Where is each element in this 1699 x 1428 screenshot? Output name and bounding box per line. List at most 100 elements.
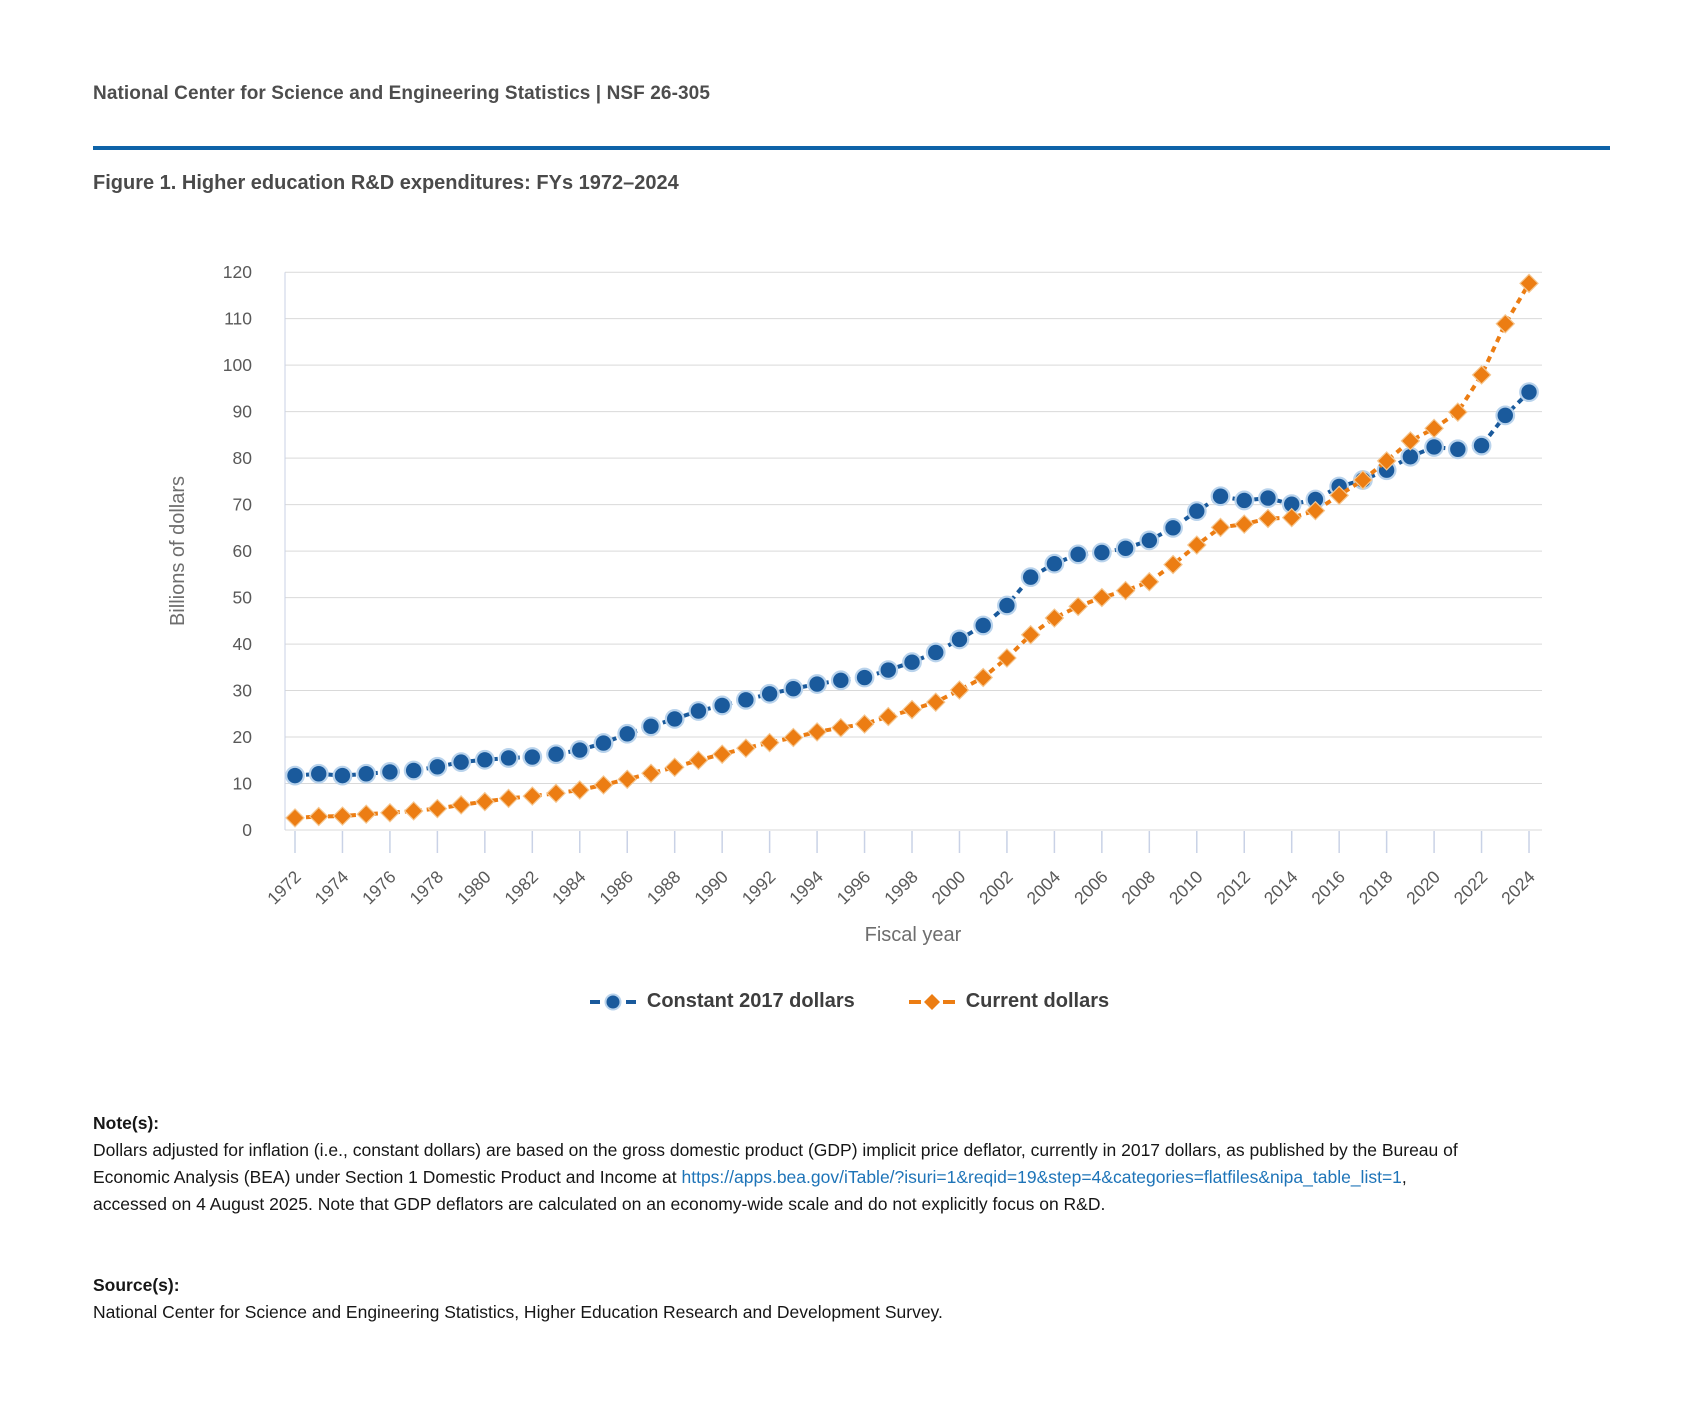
bea-link[interactable]: https://apps.bea.gov/iTable/?isuri=1&req… xyxy=(681,1167,1402,1187)
data-point-circle xyxy=(1020,567,1041,588)
notes-block: Note(s): Dollars adjusted for inflation … xyxy=(93,1110,1483,1218)
x-tick-marks xyxy=(294,831,1530,853)
data-point-circle xyxy=(759,683,780,704)
data-point-diamond xyxy=(427,798,448,819)
data-point-circle xyxy=(735,689,756,710)
data-point-diamond xyxy=(1400,431,1421,451)
data-point-diamond xyxy=(1376,451,1397,471)
data-point-diamond xyxy=(807,722,827,742)
svg-text:1990: 1990 xyxy=(690,867,732,909)
data-point-circle xyxy=(997,595,1017,616)
legend-item-current-dollars[interactable]: Current dollars xyxy=(908,990,1110,1013)
legend-swatch-diamond-icon xyxy=(908,993,955,1010)
svg-text:2022: 2022 xyxy=(1450,867,1492,909)
data-point-diamond xyxy=(451,795,471,815)
data-point-diamond xyxy=(1139,571,1160,592)
data-point-diamond xyxy=(783,727,804,748)
legend-label-current-dollars: Current dollars xyxy=(965,990,1110,1012)
data-point-diamond xyxy=(1471,365,1492,385)
svg-text:1996: 1996 xyxy=(833,867,875,909)
data-point-diamond xyxy=(1281,507,1302,528)
data-point-diamond xyxy=(1068,596,1088,617)
data-point-diamond xyxy=(308,806,329,827)
data-point-circle xyxy=(474,749,495,770)
source-heading: Source(s): xyxy=(93,1275,180,1295)
axis-titles: Billions of dollars Fiscal year xyxy=(167,476,962,946)
x-axis-labels: 1972 1974 1976 1978 1980 1982 1984 1986 1988 1990… xyxy=(263,867,1539,909)
data-point-circle xyxy=(356,763,377,784)
data-point-circle xyxy=(1495,405,1516,426)
series-markers-constant-2017-dollars xyxy=(285,382,1539,786)
legend-swatch-circle-icon xyxy=(589,993,636,1010)
data-point-diamond xyxy=(664,757,685,778)
svg-text:1976: 1976 xyxy=(358,867,400,909)
svg-text:1986: 1986 xyxy=(595,867,637,909)
svg-text:1980: 1980 xyxy=(453,867,495,909)
data-point-diamond xyxy=(1424,418,1444,439)
data-point-diamond xyxy=(1447,402,1468,422)
data-point-diamond xyxy=(617,769,638,790)
data-point-diamond xyxy=(1495,313,1516,334)
data-point-diamond xyxy=(997,648,1017,668)
data-point-diamond xyxy=(1115,580,1136,601)
data-point-circle xyxy=(854,667,875,688)
svg-text:2020: 2020 xyxy=(1402,867,1444,909)
legend-item-constant-dollars[interactable]: Constant 2017 dollars xyxy=(589,990,855,1013)
data-point-circle xyxy=(308,763,329,784)
data-point-circle xyxy=(1115,538,1136,559)
svg-text:2008: 2008 xyxy=(1117,867,1159,909)
data-point-diamond xyxy=(522,786,543,806)
svg-text:80: 80 xyxy=(233,448,253,468)
data-point-diamond xyxy=(380,802,400,823)
data-point-diamond xyxy=(973,667,994,688)
svg-text:2004: 2004 xyxy=(1023,867,1065,909)
data-point-circle xyxy=(1091,542,1112,563)
data-point-diamond xyxy=(1044,608,1065,628)
data-point-diamond xyxy=(569,780,590,800)
data-point-circle xyxy=(285,765,305,786)
notes-heading: Note(s): xyxy=(93,1113,160,1133)
data-point-circle xyxy=(427,756,448,777)
data-point-diamond xyxy=(1329,485,1350,506)
svg-text:1982: 1982 xyxy=(500,867,542,909)
svg-text:20: 20 xyxy=(233,727,253,747)
data-point-diamond xyxy=(830,717,851,738)
data-point-diamond xyxy=(546,783,566,804)
data-point-diamond xyxy=(1234,514,1255,534)
data-point-diamond xyxy=(403,801,424,821)
data-point-circle xyxy=(664,709,685,729)
data-point-circle xyxy=(498,748,519,768)
source-text: National Center for Science and Engineer… xyxy=(93,1302,943,1322)
svg-text:2012: 2012 xyxy=(1212,867,1254,909)
data-point-diamond xyxy=(1353,470,1373,490)
svg-text:40: 40 xyxy=(233,634,253,654)
header-divider xyxy=(93,146,1610,150)
data-point-circle xyxy=(522,747,543,767)
data-point-diamond xyxy=(902,699,922,720)
data-point-diamond xyxy=(1163,554,1183,575)
svg-text:2016: 2016 xyxy=(1307,867,1349,909)
data-point-circle xyxy=(925,642,946,663)
data-point-diamond xyxy=(356,804,377,825)
data-point-circle xyxy=(1044,553,1065,574)
svg-text:1978: 1978 xyxy=(406,867,448,909)
svg-text:2018: 2018 xyxy=(1355,867,1397,909)
data-point-diamond xyxy=(1092,587,1112,608)
svg-text:60: 60 xyxy=(233,541,253,561)
data-point-circle xyxy=(973,615,994,636)
svg-text:2014: 2014 xyxy=(1260,867,1302,909)
x-axis-title: Fiscal year xyxy=(865,924,962,946)
data-point-circle xyxy=(878,660,899,680)
data-point-circle xyxy=(1210,486,1231,507)
y-axis-title: Billions of dollars xyxy=(167,476,189,626)
data-point-circle xyxy=(546,744,566,765)
data-point-circle xyxy=(332,765,353,786)
data-point-diamond xyxy=(736,738,756,759)
data-point-circle xyxy=(783,678,804,699)
y-axis-labels: 0 10 20 30 40 50 60 70 80 90 100 110 120 xyxy=(223,262,252,840)
data-point-diamond xyxy=(854,714,875,734)
data-point-diamond xyxy=(712,744,733,765)
data-point-circle xyxy=(593,733,614,753)
svg-text:1974: 1974 xyxy=(311,867,353,909)
